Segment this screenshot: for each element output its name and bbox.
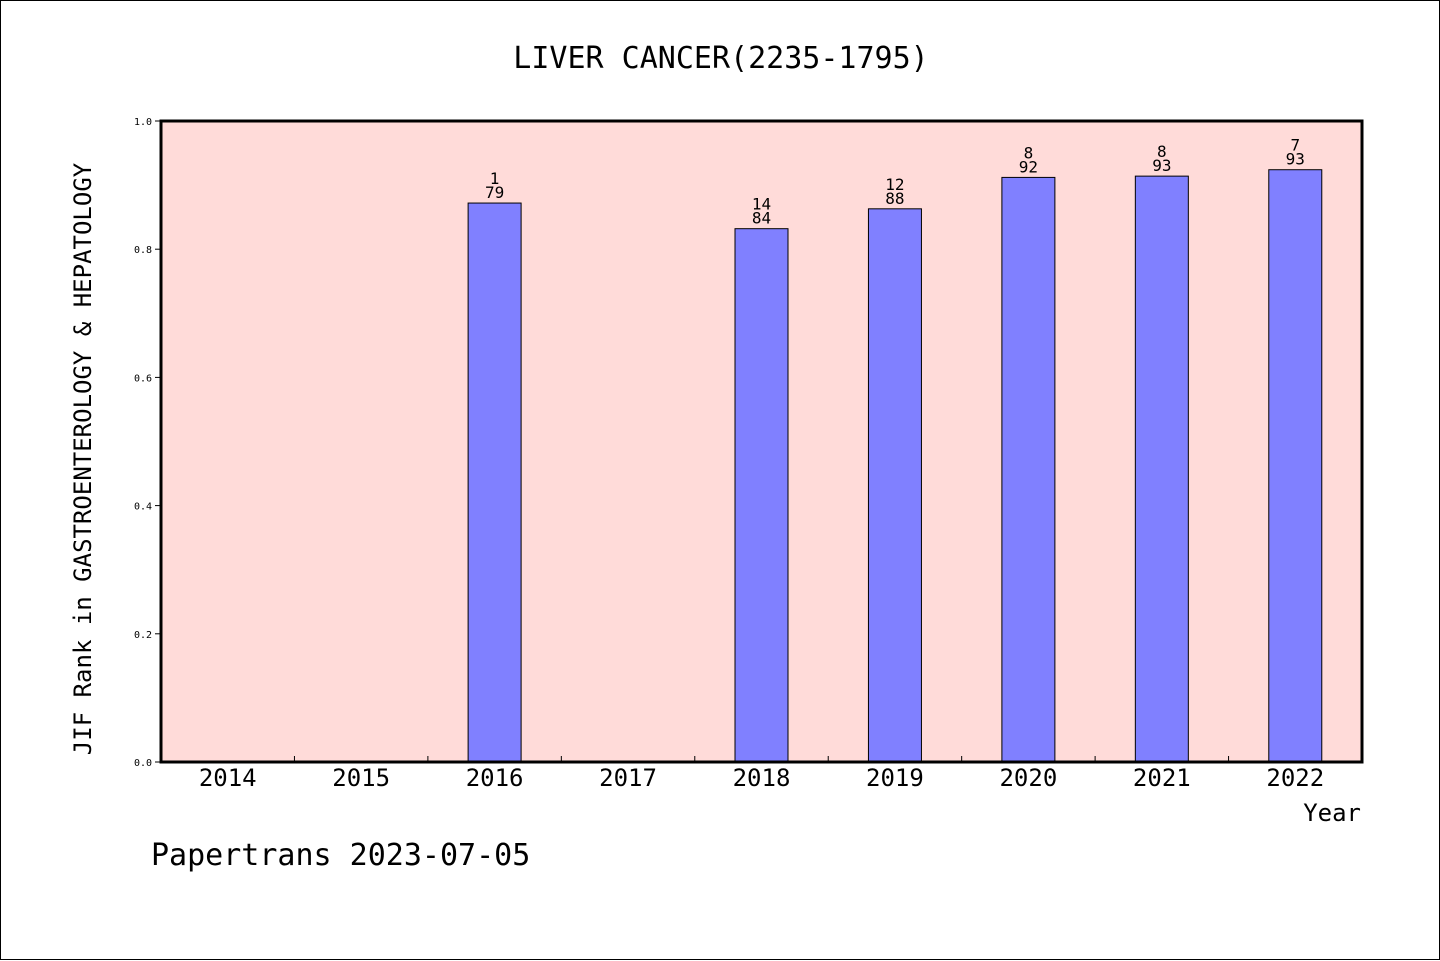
y-tick-label: 0.6 [134,373,152,384]
bar-label-total: 92 [1019,157,1038,176]
x-tick-label: 2021 [1133,764,1191,792]
x-tick-label: 2016 [466,764,524,792]
bar [467,202,522,763]
bar [1134,175,1189,763]
x-tick-label: 2019 [866,764,924,792]
x-axis: 2014 2015 2016 2017 2018 2019 2020 2021 2022 [199,756,1324,792]
bar [734,228,789,763]
y-tick-label: 0.8 [134,245,152,256]
bar-label-total: 93 [1286,150,1305,169]
x-tick-label: 2017 [599,764,657,792]
bar [1001,176,1056,763]
x-tick-label: 2018 [733,764,791,792]
y-tick-label: 0.0 [134,758,152,769]
bar-label-rank: 8 [1024,143,1034,162]
bar-label-total: 84 [752,209,771,228]
bar-label-rank: 14 [752,195,771,214]
x-tick-label: 2014 [199,764,257,792]
bar-label-rank: 12 [885,175,904,194]
bar-label-total: 93 [1152,156,1171,175]
bar [1268,169,1323,763]
bars-group [467,169,1323,763]
y-axis: 0.0 0.2 0.4 0.6 0.8 1.0 [134,117,161,769]
bar-label-total: 79 [485,183,504,202]
bar-label-rank: 1 [490,169,500,188]
y-tick-label: 0.2 [134,630,152,641]
x-axis-title: Year [1303,799,1361,827]
bar-label-rank: 8 [1157,142,1167,161]
x-tick-label: 2022 [1266,764,1324,792]
bar [867,208,922,763]
y-tick-label: 0.4 [134,502,152,513]
x-tick-label: 2015 [332,764,390,792]
x-tick-label: 2020 [999,764,1057,792]
y-axis-title: JIF Rank in GASTROENTEROLOGY & HEPATOLOG… [69,162,97,755]
y-tick-label: 1.0 [134,117,152,128]
chart-title: LIVER CANCER(2235-1795) [513,41,928,76]
plot-border [159,119,1364,764]
bar-label-total: 88 [885,189,904,208]
footer-text: Papertrans 2023-07-05 [151,838,530,873]
bar-label-rank: 7 [1290,136,1300,155]
